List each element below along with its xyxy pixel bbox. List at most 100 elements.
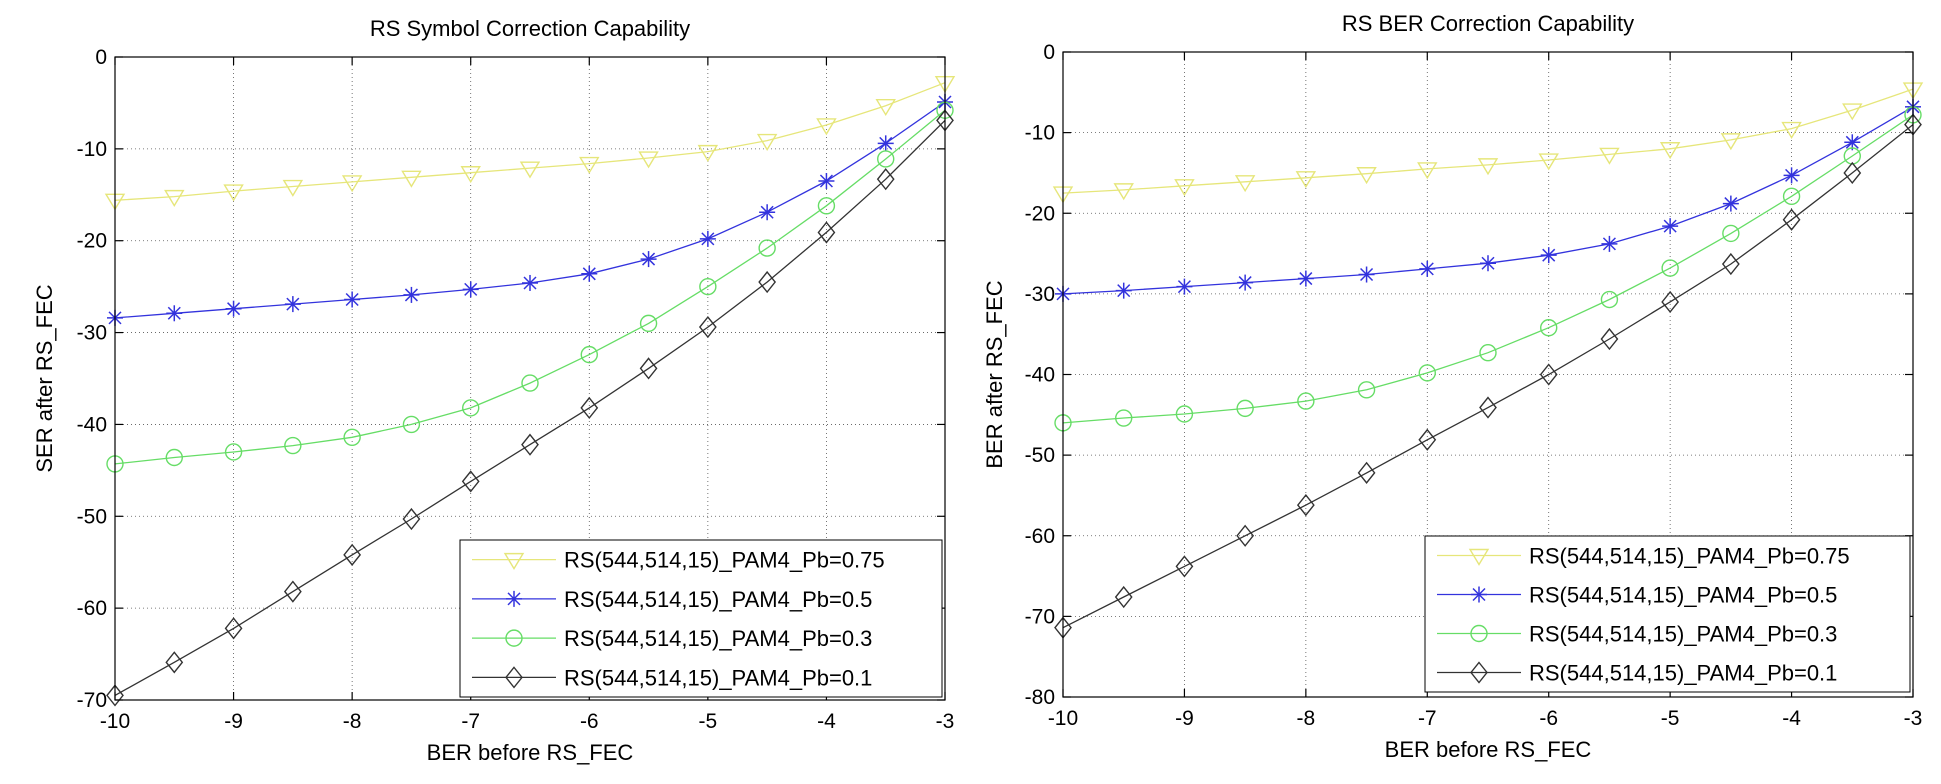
series-path (1062, 88, 1914, 194)
data-point (344, 291, 361, 308)
data-point (640, 251, 657, 268)
x-tick-label: -6 (1539, 707, 1558, 730)
data-point (1477, 158, 1499, 176)
data-point (1115, 282, 1132, 299)
x-tick-label: -8 (343, 710, 362, 733)
legend-label: RS(544,514,15)_PAM4_Pb=0.3 (564, 626, 872, 651)
data-point (505, 666, 523, 689)
legend-label: RS(544,514,15)_PAM4_Pb=0.5 (564, 587, 872, 612)
y-axis-label: SER after RS_FEC (32, 284, 57, 472)
series-path (114, 82, 946, 201)
data-point (1295, 171, 1317, 189)
data-point (1782, 187, 1801, 206)
series-group (1052, 82, 1924, 639)
data-point (462, 399, 480, 417)
data-point (343, 428, 361, 446)
y-axis-label: BER after RS_FEC (982, 280, 1007, 468)
data-point (224, 617, 243, 640)
data-point (1234, 175, 1256, 193)
data-point (580, 396, 599, 420)
data-point (521, 433, 539, 456)
y-tick-label: -20 (1025, 202, 1055, 225)
data-point (698, 315, 717, 339)
x-tick-label: -10 (1048, 707, 1078, 730)
data-point (1538, 153, 1559, 171)
series-line (1052, 82, 1924, 204)
data-point (461, 470, 480, 493)
data-point (876, 168, 895, 191)
data-point (1599, 147, 1620, 165)
data-point (506, 590, 522, 607)
data-point (1781, 121, 1802, 139)
y-tick-label: -10 (77, 138, 107, 161)
data-point (521, 374, 539, 392)
data-point (224, 443, 243, 461)
data-point (580, 345, 598, 364)
data-point (756, 133, 778, 151)
y-tick-label: -60 (77, 597, 107, 620)
axes-box (114, 56, 946, 701)
legend-label: RS(544,514,15)_PAM4_Pb=0.75 (1529, 544, 1850, 569)
data-point (225, 300, 242, 317)
data-point (1661, 290, 1680, 314)
data-point (1471, 586, 1487, 603)
series-line (104, 76, 956, 211)
data-point (283, 580, 302, 603)
x-axis-label: BER before RS_FEC (1385, 737, 1592, 762)
data-point (401, 170, 422, 188)
data-point (817, 197, 836, 215)
data-point (462, 281, 479, 298)
data-point (639, 314, 658, 333)
data-point (1114, 585, 1133, 609)
series-line (1054, 106, 1922, 432)
y-tick-label: -30 (77, 322, 107, 345)
x-tick-label: -4 (817, 710, 836, 733)
data-point (1600, 290, 1619, 309)
data-point (284, 436, 302, 455)
data-point (402, 415, 421, 434)
data-point (1479, 344, 1497, 362)
y-tick-label: -40 (1025, 364, 1055, 387)
legend-label: RS(544,514,15)_PAM4_Pb=0.1 (1529, 661, 1837, 686)
data-point (1419, 260, 1436, 277)
data-point (1601, 235, 1618, 252)
data-point (1540, 319, 1558, 337)
series-line (107, 94, 953, 326)
data-point (1236, 524, 1255, 547)
legend-label: RS(544,514,15)_PAM4_Pb=0.3 (1529, 622, 1837, 647)
legend-label: RS(544,514,15)_PAM4_Pb=0.75 (564, 548, 885, 573)
series-line (1055, 98, 1921, 302)
y-tick-label: 0 (1043, 41, 1055, 64)
chart-title: RS BER Correction Capability (1342, 11, 1634, 36)
legend: RS(544,514,15)_PAM4_Pb=0.75 RS(544,514,15… (459, 539, 943, 698)
data-point (1418, 364, 1436, 382)
x-tick-label: -3 (936, 710, 955, 733)
data-point (1175, 405, 1194, 423)
data-point (519, 161, 541, 179)
plot-area: -10 -9 -8 -7 -6 -5 -4 -30-10-20-30-40-50-60-70-… (1025, 41, 1924, 730)
data-point (503, 552, 525, 570)
data-point (223, 184, 244, 202)
legend-label: RS(544,514,15)_PAM4_Pb=0.1 (564, 665, 872, 690)
data-point (282, 179, 304, 197)
data-point (1297, 392, 1315, 410)
legend-box (1424, 535, 1911, 693)
y-tick-label: -10 (1025, 122, 1055, 145)
x-tick-label: -5 (1661, 707, 1680, 730)
x-tick-label: -3 (1904, 707, 1923, 730)
series-path (114, 119, 946, 696)
data-point (758, 239, 776, 257)
data-point (1539, 363, 1558, 386)
data-point (1783, 167, 1800, 184)
series-path (114, 109, 946, 465)
data-point (816, 118, 837, 136)
y-tick-label: -50 (77, 505, 107, 528)
data-point (1237, 274, 1254, 291)
data-point (522, 274, 538, 291)
legend: RS(544,514,15)_PAM4_Pb=0.75 RS(544,514,15… (1424, 535, 1911, 693)
data-point (505, 629, 523, 647)
data-point (1297, 270, 1314, 287)
data-point (758, 270, 777, 294)
data-point (818, 173, 835, 190)
